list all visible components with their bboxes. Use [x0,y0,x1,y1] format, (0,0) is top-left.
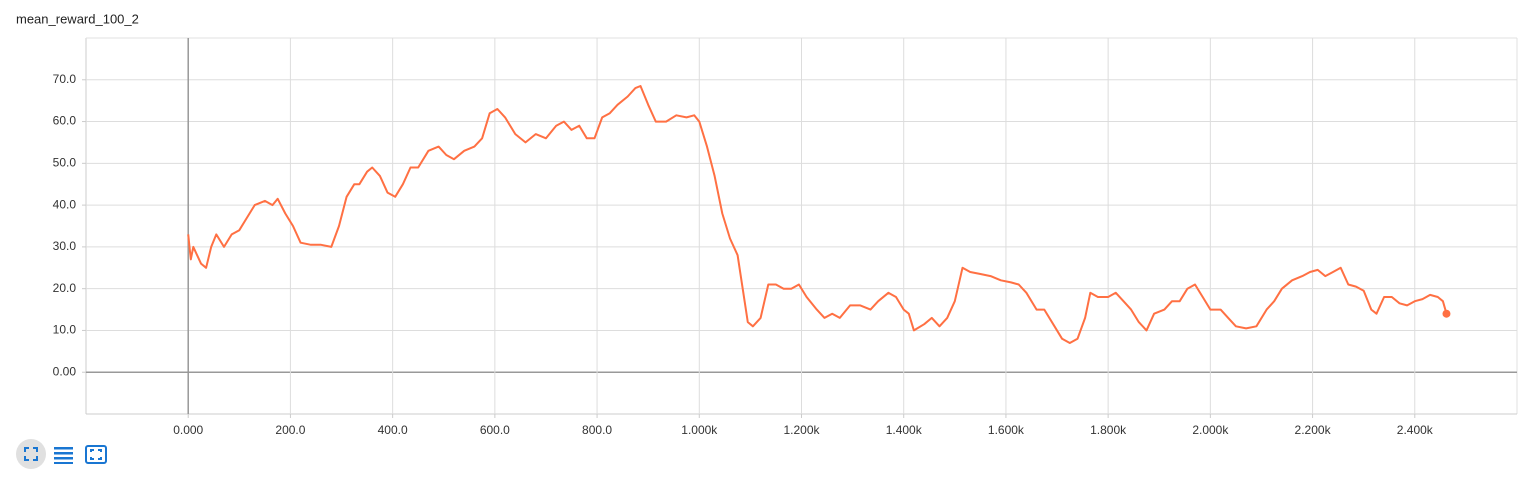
toolbar [16,439,107,469]
y-tick-label: 70.0 [53,72,77,86]
x-tick-label: 800.0 [582,423,612,437]
y-tick-label: 40.0 [53,197,77,211]
x-tick-label: 400.0 [378,423,408,437]
last-point [1442,309,1451,318]
x-tick-label: 1.200k [783,423,820,437]
x-tick-label: 1.400k [886,423,923,437]
x-tick-label: 2.000k [1192,423,1229,437]
y-tick-label: 60.0 [53,114,77,128]
x-tick-label: 2.400k [1397,423,1434,437]
y-tick-label: 10.0 [53,323,77,337]
y-tick-label: 0.00 [53,364,77,378]
x-tick-label: 600.0 [480,423,510,437]
data-line [187,85,1448,344]
x-tick-label: 1.000k [681,423,718,437]
chart-title: mean_reward_100_2 [16,11,139,26]
fit-icon[interactable] [24,447,38,461]
x-tick-label: 200.0 [275,423,305,437]
y-tick-label: 50.0 [53,156,77,170]
x-tick-label: 1.600k [988,423,1025,437]
x-tick-label: 2.200k [1295,423,1332,437]
y-tick-label: 30.0 [53,239,77,253]
fullscreen-icon[interactable] [85,445,107,464]
x-tick-label: 0.000 [173,423,203,437]
x-tick-label: 1.800k [1090,423,1127,437]
log-icon[interactable] [54,447,73,464]
y-tick-label: 20.0 [53,281,77,295]
fit-button-bg[interactable] [16,439,46,469]
